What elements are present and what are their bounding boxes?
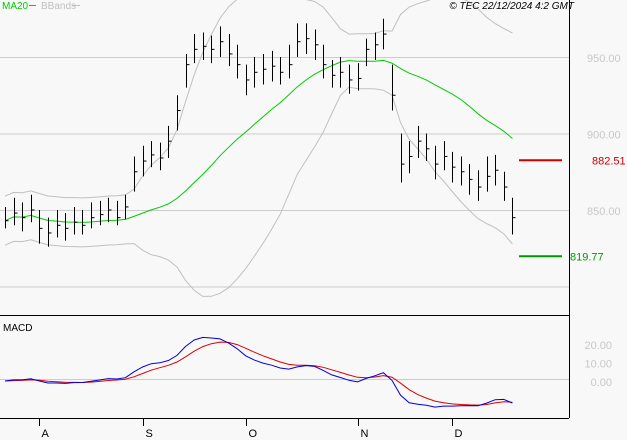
macd-signal-line <box>4 341 513 406</box>
bband-lower <box>4 86 513 297</box>
macd-title: MACD <box>3 323 32 334</box>
support-label: 819.77 <box>570 251 604 263</box>
month-label: N <box>361 428 369 440</box>
macd-line <box>4 336 513 408</box>
macd-tick-label: 0.00 <box>591 377 612 389</box>
price-tick-label: 950.00 <box>587 53 621 65</box>
month-label: A <box>42 428 50 440</box>
month-label: S <box>146 428 153 440</box>
price-tick-label: 850.00 <box>587 206 621 218</box>
month-label: D <box>455 428 463 440</box>
macd-tick-label: 10.00 <box>584 359 612 371</box>
resistance-label: 882.51 <box>592 155 626 167</box>
copyright-timestamp: © TEC 22/12/2024 4:2 GMT <box>449 1 575 12</box>
ma20-line <box>4 59 513 223</box>
macd-tick-label: 20.00 <box>584 340 612 352</box>
month-label: O <box>249 428 258 440</box>
bband-upper <box>4 0 513 199</box>
legend-bbands: BBands <box>41 1 76 12</box>
price-tick-label: 900.00 <box>587 130 621 142</box>
legend-ma20: MA20 <box>2 1 29 12</box>
